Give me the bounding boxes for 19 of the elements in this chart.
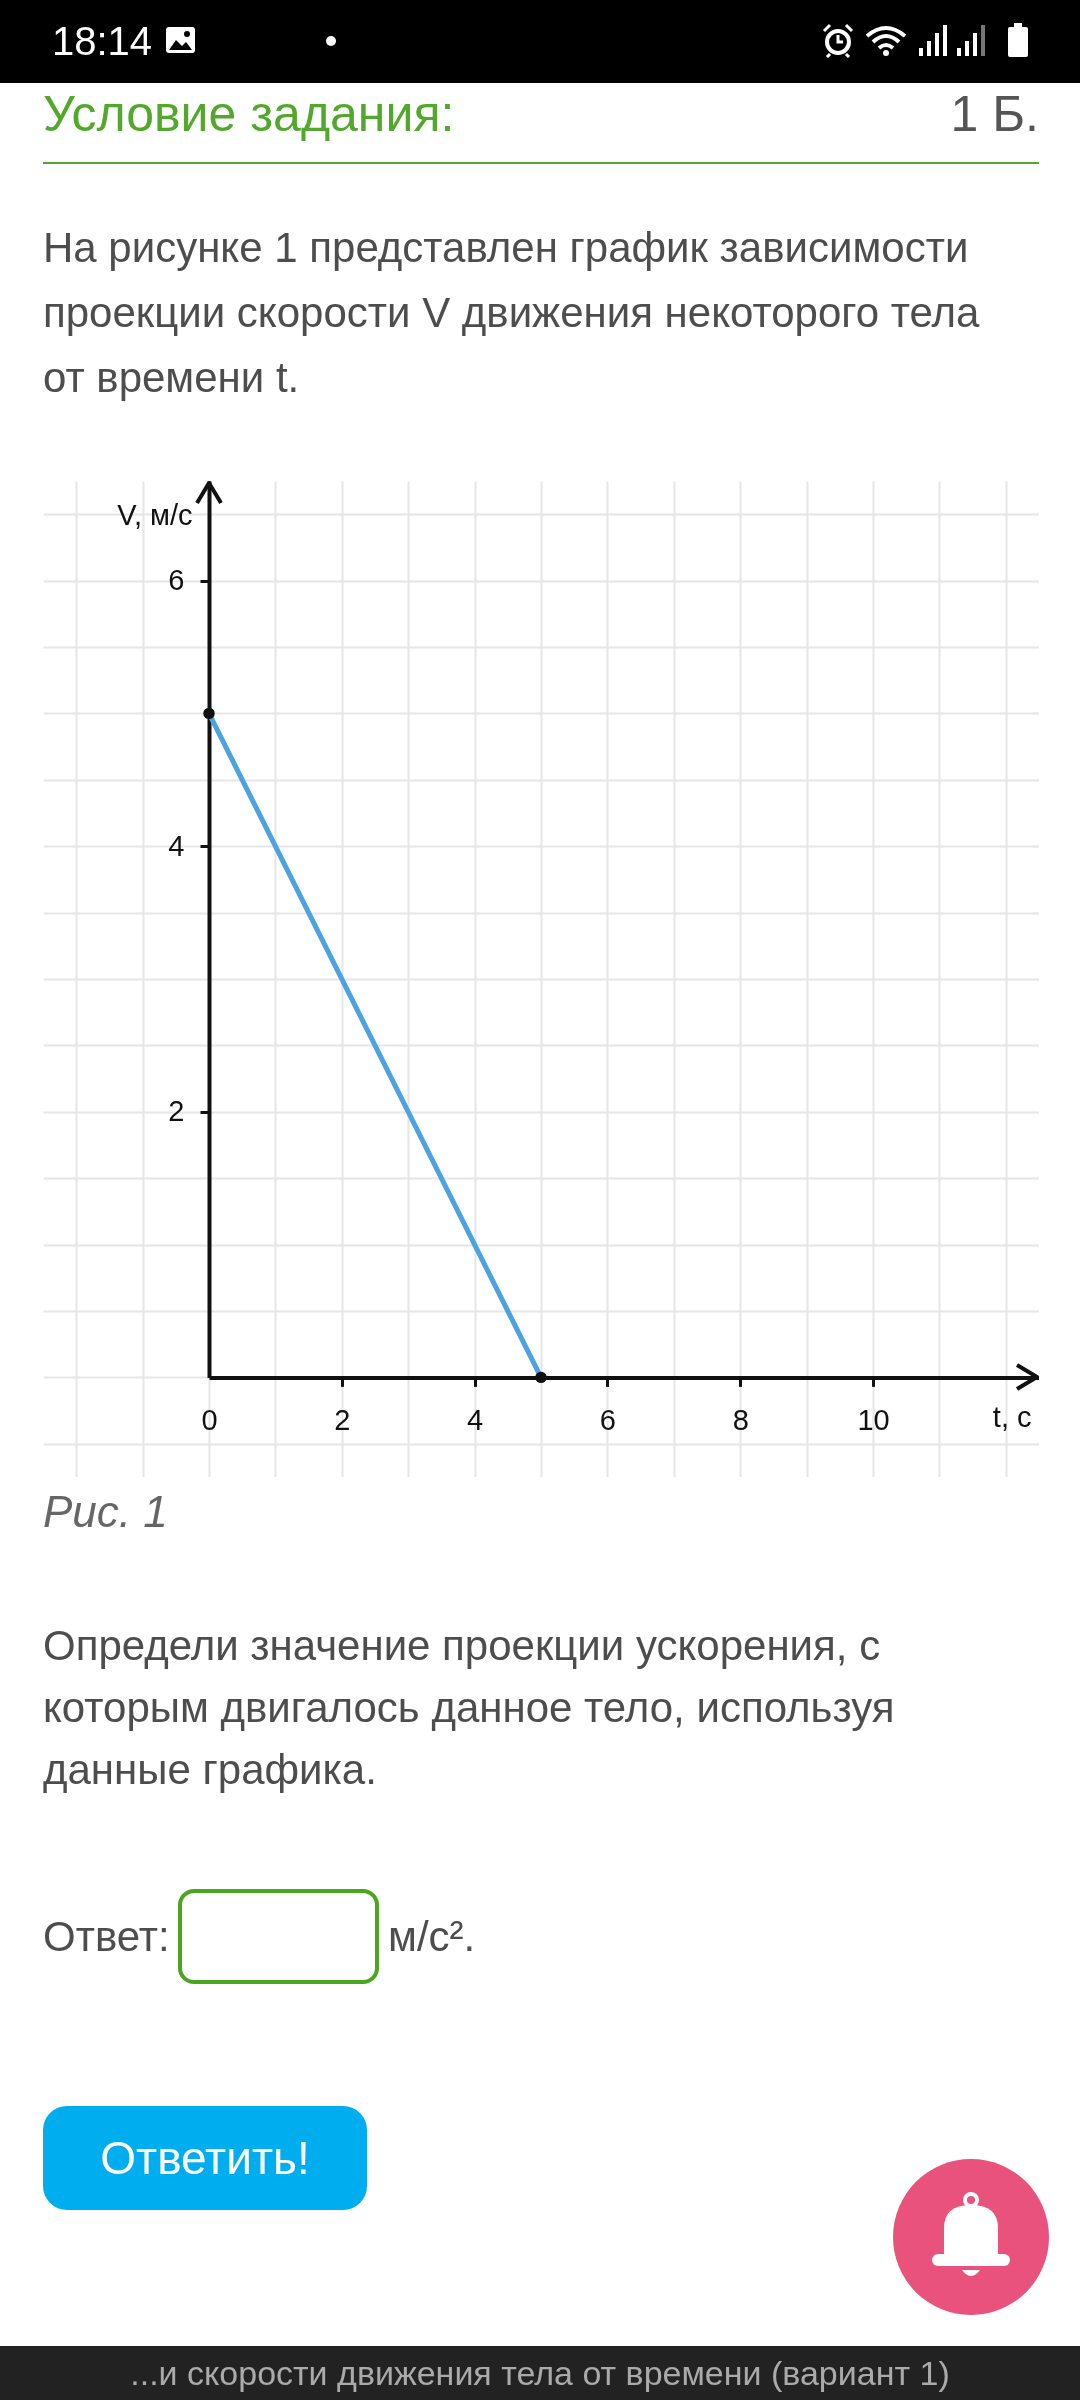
x-tick-label: 10 <box>857 1403 890 1436</box>
text: м/с². <box>388 1912 476 1962</box>
text: 18:14 <box>52 17 153 65</box>
x-tick-label: 2 <box>334 1403 351 1436</box>
chart-title: Условие задания: <box>43 85 455 144</box>
text: Рис. 1 <box>43 1486 168 1538</box>
y-tick-label: 6 <box>168 564 185 597</box>
y-axis-title: V, м/с <box>117 498 193 531</box>
x-axis-title: t, с <box>992 1400 1032 1433</box>
x-tick-label: 0 <box>201 1403 218 1436</box>
y-tick-label: 4 <box>168 829 185 862</box>
y-tick-label: 2 <box>168 1095 185 1128</box>
x-tick-label: 8 <box>732 1403 749 1436</box>
x-tick-label: 6 <box>599 1403 616 1436</box>
text: На рисунке 1 представлен график зависимости проекции скорости V движения некоторого тела от времени t. <box>43 223 981 403</box>
text: Ответ: <box>43 1912 170 1962</box>
text: Определи значение проекции ускорения, с которым двигалось данное тело, используя данные графика. <box>43 1621 896 1795</box>
text: 1 Б. <box>950 85 1039 144</box>
x-tick-label: 4 <box>467 1403 484 1436</box>
